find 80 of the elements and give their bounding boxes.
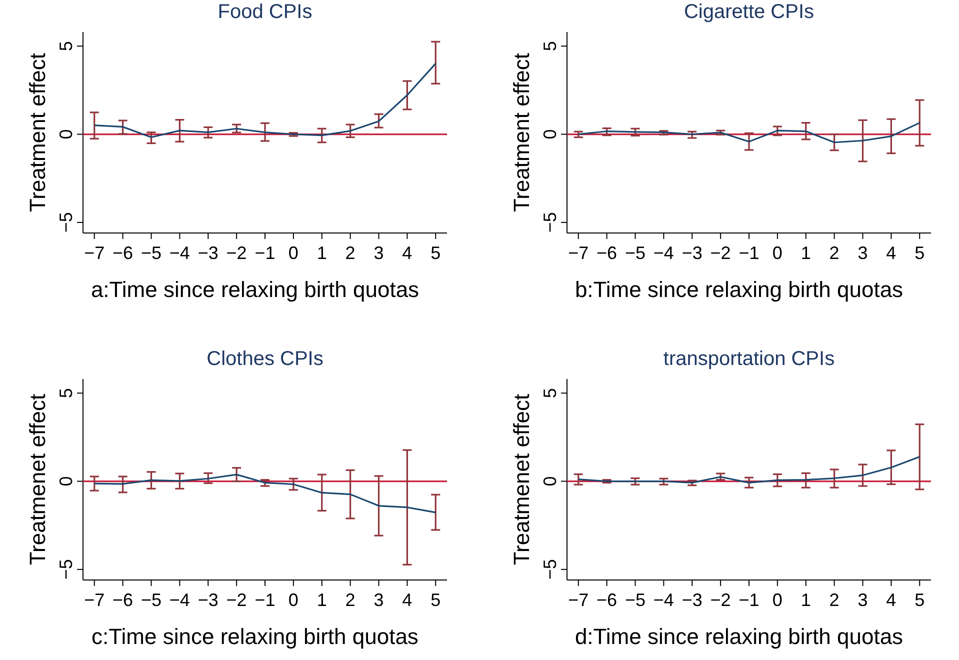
- chart-title: transportation CPIs: [663, 348, 835, 370]
- x-tick-label: 3: [858, 590, 868, 610]
- x-tick-label: −5: [140, 590, 162, 610]
- x-tick-label: −5: [140, 243, 162, 263]
- x-tick-label: −1: [738, 590, 760, 610]
- x-tick-label: −2: [710, 590, 731, 610]
- x-tick-label: −7: [84, 590, 105, 610]
- x-tick-label: −3: [198, 243, 218, 263]
- chart-title: Food CPIs: [218, 1, 312, 23]
- x-tick-label: −6: [112, 243, 134, 263]
- x-tick-label: −1: [254, 590, 276, 610]
- x-tick-label: 1: [316, 590, 327, 610]
- y-tick-label: 0: [56, 129, 76, 140]
- x-tick-label: −5: [624, 243, 646, 263]
- x-axis-title: c:Time since relaxing birth quotas: [92, 624, 418, 649]
- x-tick-label: 0: [772, 590, 782, 610]
- x-tick-label: −4: [169, 590, 190, 610]
- x-tick-label: −4: [653, 243, 674, 263]
- x-tick-label: 1: [800, 590, 811, 610]
- x-tick-label: −5: [624, 590, 646, 610]
- x-tick-label: 4: [886, 243, 896, 263]
- y-tick-label: 0: [540, 476, 560, 486]
- x-tick-label: −2: [710, 243, 731, 263]
- y-axis-title: Treatmenet effect: [509, 394, 534, 566]
- x-tick-label: −3: [682, 590, 702, 610]
- y-tick-label: −5: [56, 212, 76, 233]
- x-axis-title: b:Time since relaxing birth quotas: [574, 277, 904, 302]
- x-tick-label: −4: [653, 590, 674, 610]
- y-tick-label: 5: [56, 388, 76, 398]
- x-tick-label: 5: [430, 590, 441, 610]
- x-tick-label: 4: [402, 243, 412, 263]
- x-tick-label: 3: [374, 590, 384, 610]
- x-tick-label: 5: [430, 243, 441, 263]
- y-tick-label: 0: [540, 129, 560, 140]
- y-tick-label: −5: [56, 559, 76, 580]
- x-axis-title: a:Time since relaxing birth quotas: [90, 277, 420, 302]
- x-tick-label: 3: [374, 243, 384, 263]
- chart-title: Clothes CPIs: [206, 348, 324, 370]
- x-tick-label: −6: [596, 590, 618, 610]
- x-tick-label: 4: [886, 590, 896, 610]
- x-tick-label: −4: [169, 243, 190, 263]
- y-axis-title: Treatment effect: [509, 53, 534, 212]
- x-tick-label: 0: [288, 243, 298, 263]
- x-tick-label: 5: [914, 243, 925, 263]
- x-tick-label: −3: [198, 590, 218, 610]
- chart-title: Cigarette CPIs: [684, 1, 814, 23]
- y-tick-label: −5: [540, 559, 560, 580]
- line-series: [94, 474, 436, 514]
- y-tick-label: 5: [540, 41, 560, 52]
- line-series: [94, 62, 436, 138]
- x-tick-label: −7: [568, 243, 589, 263]
- y-tick-label: 0: [56, 476, 76, 486]
- line-series: [578, 122, 920, 144]
- x-tick-label: 0: [288, 590, 298, 610]
- x-tick-label: 5: [914, 590, 925, 610]
- x-tick-label: −6: [596, 243, 618, 263]
- x-tick-label: 0: [772, 243, 782, 263]
- y-tick-label: 5: [540, 388, 560, 398]
- x-tick-label: 2: [829, 590, 840, 610]
- x-tick-label: 1: [800, 243, 811, 263]
- y-tick-label: 5: [56, 41, 76, 52]
- x-axis-title: d:Time since relaxing birth quotas: [574, 624, 904, 649]
- x-tick-label: 2: [829, 243, 840, 263]
- x-tick-label: 2: [345, 243, 356, 263]
- x-tick-label: 3: [858, 243, 868, 263]
- y-axis-title: Treatmenet effect: [25, 394, 50, 566]
- x-tick-label: 4: [402, 590, 412, 610]
- x-tick-label: 1: [316, 243, 327, 263]
- x-tick-label: 2: [345, 590, 356, 610]
- line-series: [578, 456, 920, 484]
- x-tick-label: −2: [226, 243, 247, 263]
- x-tick-label: −6: [112, 590, 134, 610]
- y-axis-title: Treatment effect: [25, 53, 50, 212]
- x-tick-label: −1: [254, 243, 276, 263]
- y-tick-label: −5: [540, 212, 560, 233]
- x-tick-label: −1: [738, 243, 760, 263]
- x-tick-label: −2: [226, 590, 247, 610]
- x-tick-label: −7: [84, 243, 105, 263]
- x-tick-label: −7: [568, 590, 589, 610]
- x-tick-label: −3: [682, 243, 702, 263]
